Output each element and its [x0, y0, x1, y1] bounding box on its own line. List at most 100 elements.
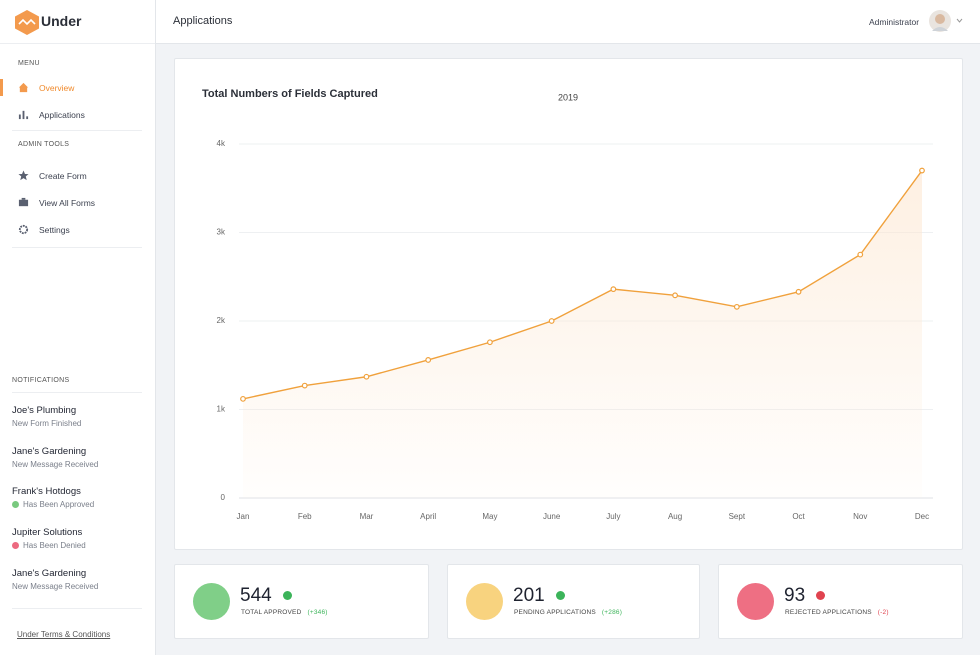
- stat-badge: [816, 591, 826, 600]
- x-tick-label: Sept: [729, 512, 746, 521]
- chart: Total Numbers of Fields Captured 2019 0 1…: [202, 88, 933, 521]
- notification-status: Has Been Approved: [12, 500, 94, 509]
- active-indicator: [0, 79, 3, 96]
- x-tick-label: Nov: [853, 512, 867, 521]
- status-dot: [12, 542, 19, 550]
- status-text: New Message Received: [12, 581, 99, 591]
- menu-heading: MENU: [18, 60, 40, 67]
- stat-card: 201 PENDING APPLICATIONS (+286): [447, 564, 700, 639]
- notification-status: New Message Received: [12, 460, 98, 469]
- x-tick-label: May: [482, 512, 497, 521]
- notification[interactable]: Joe's Plumbing New Form Finished: [12, 405, 81, 428]
- y-tick-label: 4k: [217, 139, 226, 148]
- notification[interactable]: Jane's Gardening New Message Received: [12, 568, 98, 591]
- point: [857, 251, 864, 258]
- point: [919, 167, 925, 174]
- notification-title: Jupiter Solutions: [12, 527, 83, 539]
- stat-badge: [282, 591, 292, 600]
- stat-label: PENDING APPLICATIONS: [514, 609, 596, 616]
- point: [795, 288, 802, 295]
- status-text: Has Been Approved: [23, 500, 95, 510]
- notification-status: New Form Finished: [12, 419, 81, 428]
- point: [672, 292, 678, 299]
- status-dot: [12, 501, 19, 509]
- user-name[interactable]: Administrator: [869, 17, 920, 27]
- stat-circle: [193, 583, 230, 620]
- brand: Under: [41, 13, 82, 29]
- menu-item[interactable]: Applications: [18, 109, 85, 120]
- stat-delta: (+286): [601, 609, 623, 616]
- stat-card: 93 REJECTED APPLICATIONS (-2): [718, 564, 963, 639]
- stat-card: 544 TOTAL APPROVED (+346): [174, 564, 429, 639]
- status-text: New Form Finished: [12, 419, 82, 428]
- dropdown-caret[interactable]: [956, 18, 963, 23]
- area: [243, 170, 922, 499]
- x-tick-label: Jan: [237, 512, 250, 521]
- point: [240, 395, 246, 402]
- admin-label: Create Form: [39, 170, 87, 181]
- notification-status: Has Been Denied: [12, 541, 86, 550]
- sidebar: Under MENU Overview Applications ADMIN T…: [0, 0, 156, 655]
- point: [425, 357, 432, 363]
- notification-title: Joe's Plumbing: [12, 405, 77, 416]
- stat-label-row: PENDING APPLICATIONS (+286): [514, 609, 622, 616]
- logo-icon: [15, 10, 39, 35]
- status-text: Has Been Denied: [23, 541, 86, 551]
- menu-label: Overview: [39, 82, 75, 93]
- x-tick-label: Oct: [792, 512, 805, 521]
- notification-status: New Message Received: [12, 582, 98, 591]
- y-tick-label: 3k: [217, 228, 226, 237]
- chart-title: Total Numbers of Fields Captured: [202, 88, 378, 100]
- avatar[interactable]: [929, 10, 951, 32]
- legend-label: 2019: [558, 92, 578, 102]
- admin-heading: ADMIN TOOLS: [18, 141, 70, 148]
- chart-card: Total Numbers of Fields Captured 2019 0 1…: [174, 58, 963, 550]
- stat-circle: [466, 583, 503, 620]
- point: [548, 318, 555, 324]
- stat-label: TOTAL APPROVED: [241, 609, 302, 616]
- notification-title: Frank's Hotdogs: [12, 486, 81, 498]
- x-tick-label: Mar: [360, 512, 374, 521]
- status-text: New Message Received: [12, 459, 99, 469]
- point: [363, 373, 370, 380]
- admin-item[interactable]: Settings: [18, 224, 70, 235]
- stat-value: 201: [513, 585, 545, 606]
- page-title: Applications: [173, 15, 233, 27]
- y-tick-label: 2k: [217, 316, 226, 325]
- admin-item[interactable]: View All Forms: [18, 197, 95, 208]
- y-tick-label: 0: [221, 493, 226, 502]
- terms-link[interactable]: Under Terms & Conditions: [17, 630, 111, 639]
- notification-title: Jane's Gardening: [12, 567, 87, 579]
- menu-label: Applications: [39, 109, 85, 120]
- x-tick-label: July: [606, 512, 620, 521]
- admin-label: Settings: [39, 224, 70, 235]
- stat-label-row: REJECTED APPLICATIONS (-2): [785, 609, 889, 616]
- menu-item[interactable]: Overview: [18, 82, 74, 93]
- y-tick-label: 1k: [217, 405, 226, 414]
- x-tick-label: Dec: [915, 512, 929, 521]
- line: [242, 170, 923, 400]
- x-tick-label: Aug: [668, 512, 682, 521]
- notification[interactable]: Jupiter Solutions Has Been Denied: [12, 527, 86, 550]
- point: [301, 382, 308, 389]
- stat-delta: (-2): [877, 609, 889, 616]
- stat-circle: [737, 583, 774, 620]
- stat-value: 544: [240, 585, 272, 606]
- x-tick-label: April: [420, 512, 436, 521]
- point: [733, 303, 740, 310]
- notification[interactable]: Frank's Hotdogs Has Been Approved: [12, 486, 94, 509]
- x-tick-label: Feb: [298, 512, 312, 521]
- stat-badge: [555, 591, 565, 600]
- admin-item[interactable]: Create Form: [18, 170, 87, 181]
- notification[interactable]: Jane's Gardening New Message Received: [12, 446, 98, 469]
- point: [487, 339, 493, 346]
- notification-title: Jane's Gardening: [12, 445, 87, 457]
- notifications-heading: NOTIFICATIONS: [12, 377, 70, 384]
- admin-label: View All Forms: [39, 197, 96, 208]
- point: [610, 286, 617, 293]
- stat-label-row: TOTAL APPROVED (+346): [241, 609, 328, 616]
- stat-label: REJECTED APPLICATIONS: [785, 609, 872, 616]
- stat-value: 93: [784, 585, 806, 606]
- x-tick-label: June: [543, 512, 561, 521]
